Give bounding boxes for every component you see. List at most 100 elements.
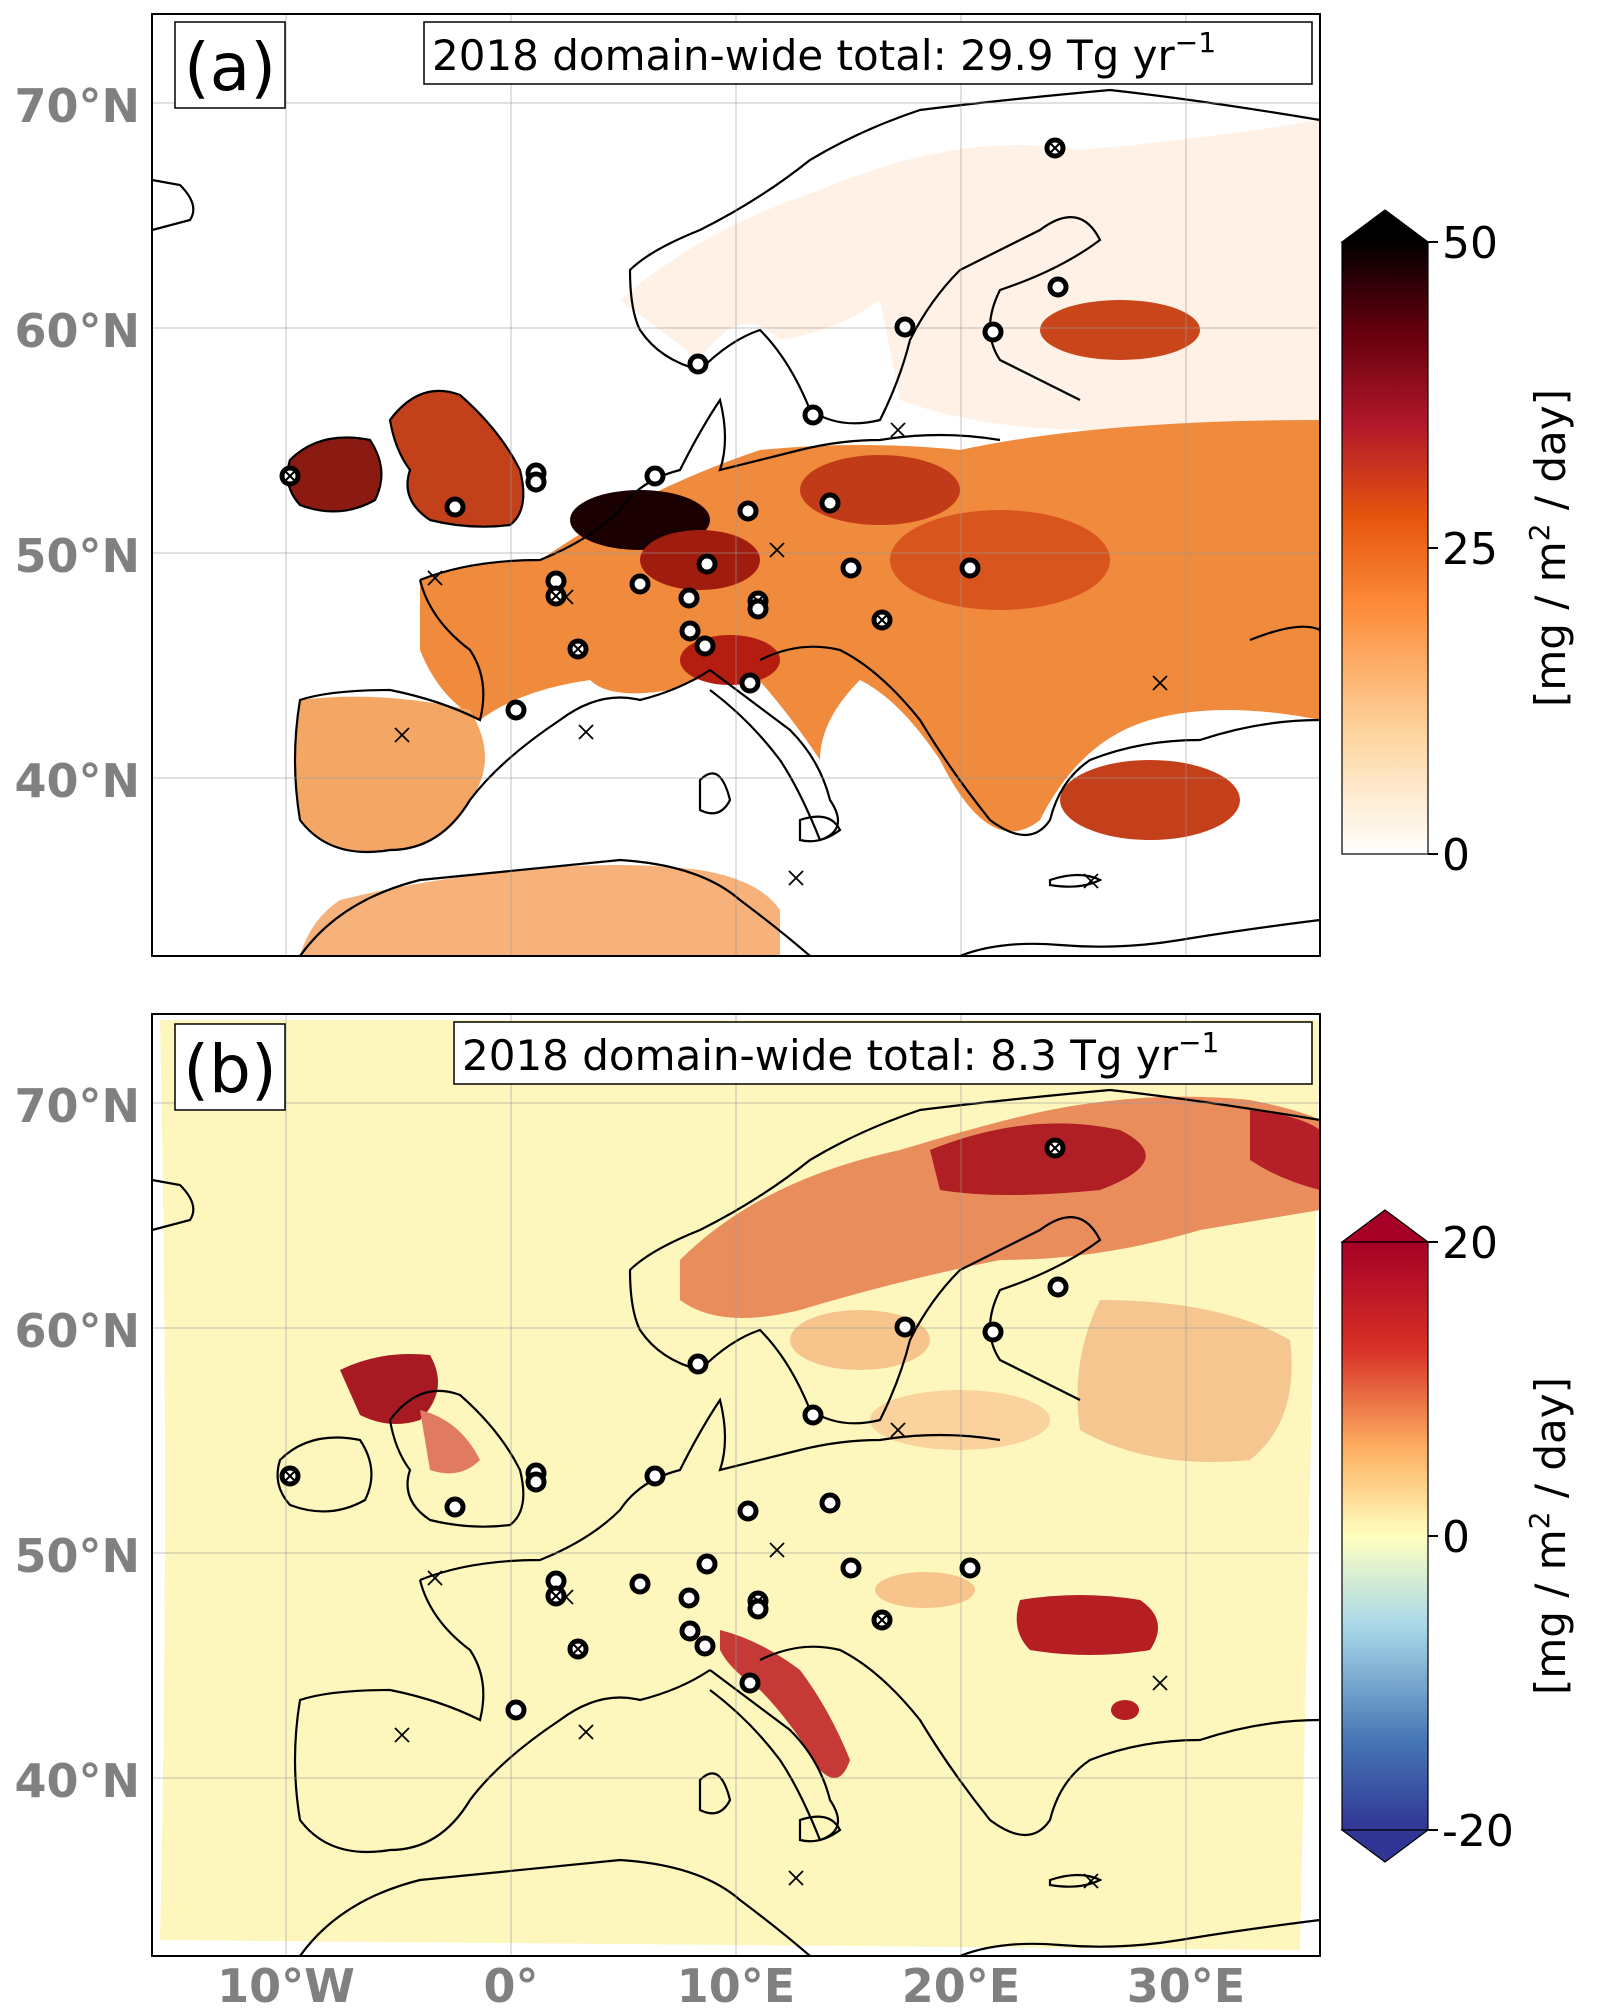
colorbar-a-tick-mid: 25: [1442, 524, 1498, 575]
site-cross: [558, 589, 574, 605]
x-tick-0: 0°: [483, 1959, 538, 2013]
site-cross: [1083, 1873, 1099, 1889]
site-cross: [394, 1727, 410, 1743]
station-marker: [525, 1471, 547, 1493]
station-marker: [505, 1699, 527, 1721]
panel-a-letter: (a): [184, 29, 276, 106]
site-cross: [1083, 873, 1099, 889]
station-marker: [819, 492, 841, 514]
station-marker: [687, 353, 709, 375]
station-marker: [739, 1672, 761, 1694]
colorbar-a-tick-min: 0: [1442, 830, 1470, 881]
station-marker: [959, 1557, 981, 1579]
station-marker: [1047, 1276, 1069, 1298]
panel-b: (b) 2018 domain-wide total: 8.3 Tg yr−1 …: [14, 1013, 1575, 2013]
panel-a-title: 2018 domain-wide total: 29.9 Tg yr−1: [432, 26, 1216, 80]
colorbar-a-tick-max: 50: [1442, 218, 1498, 269]
site-cross: [427, 570, 443, 586]
y-axis-b: 70°N 60°N 50°N 40°N: [14, 1079, 140, 1808]
colorbar-b-gradient: [1341, 1241, 1429, 1831]
y-tick-a-60: 60°N: [14, 304, 140, 358]
panel-a: (a) 2018 domain-wide total: 29.9 Tg yr−1…: [14, 13, 1575, 957]
station-marker: [747, 598, 769, 620]
site-cross: [394, 727, 410, 743]
station-marker: [982, 321, 1004, 343]
station-marker: [525, 471, 547, 493]
station-marker: [1047, 276, 1069, 298]
panel-b-title: 2018 domain-wide total: 8.3 Tg yr−1: [462, 1026, 1219, 1080]
site-cross: [578, 724, 594, 740]
station-marker: [678, 587, 700, 609]
y-axis-a: 70°N 60°N 50°N 40°N: [14, 79, 140, 808]
station-marker: [982, 1321, 1004, 1343]
station-cross: [551, 1591, 561, 1601]
station-marker: [696, 553, 718, 575]
map-a-field: [152, 14, 1320, 956]
station-marker: [696, 1553, 718, 1575]
site-cross: [788, 1870, 804, 1886]
station-cross: [877, 615, 887, 625]
station-marker: [444, 496, 466, 518]
station-marker: [894, 1316, 916, 1338]
station-cross: [1050, 1143, 1060, 1153]
site-cross: [769, 1542, 785, 1558]
coastlines-b: [152, 1088, 1320, 1956]
colorbar-a: 50 25 0 [mg / m2 / day]: [1340, 209, 1575, 881]
colorbar-b-tick-max: 20: [1442, 1218, 1498, 1269]
site-cross: [427, 1570, 443, 1586]
x-tick-30e: 30°E: [1127, 1959, 1245, 2013]
station-marker: [629, 1573, 651, 1595]
station-cross: [877, 1615, 887, 1625]
station-marker: [737, 500, 759, 522]
colorbar-b: 20 0 -20 [mg / m2 / day]: [1340, 1209, 1575, 1863]
difference-field-b: [160, 1020, 1320, 1950]
panel-b-letter-box: (b): [174, 1023, 286, 1111]
station-marker: [505, 699, 527, 721]
panel-b-title-box: 2018 domain-wide total: 8.3 Tg yr−1: [453, 1021, 1313, 1085]
station-marker: [802, 1404, 824, 1426]
site-cross: [890, 1422, 906, 1438]
y-tick-b-70: 70°N: [14, 1079, 140, 1133]
panel-a-letter-box: (a): [174, 21, 286, 109]
colorbar-b-tick-min: -20: [1442, 1806, 1514, 1857]
site-cross: [769, 542, 785, 558]
station-marker: [747, 1598, 769, 1620]
site-cross: [558, 1589, 574, 1605]
map-b-field: [152, 1014, 1320, 1956]
station-marker: [644, 465, 666, 487]
y-tick-a-70: 70°N: [14, 79, 140, 133]
site-cross: [1152, 1675, 1168, 1691]
station-marker: [687, 1353, 709, 1375]
y-tick-b-60: 60°N: [14, 1304, 140, 1358]
station-cross: [1050, 143, 1060, 153]
station-marker: [739, 672, 761, 694]
colorbar-a-label: [mg / m2 / day]: [1523, 389, 1575, 707]
x-tick-10w: 10°W: [217, 1959, 355, 2013]
station-marker: [678, 1587, 700, 1609]
colorbar-b-extend-min: [1340, 1829, 1430, 1863]
station-marker: [894, 316, 916, 338]
colorbar-b-label: [mg / m2 / day]: [1523, 1377, 1575, 1695]
station-cross: [573, 1644, 583, 1654]
y-tick-b-50: 50°N: [14, 1529, 140, 1583]
colorbar-a-extend: [1340, 209, 1430, 243]
station-cross: [551, 591, 561, 601]
station-marker: [679, 620, 701, 642]
panel-a-title-box: 2018 domain-wide total: 29.9 Tg yr−1: [423, 21, 1313, 85]
station-cross: [573, 644, 583, 654]
y-tick-b-40: 40°N: [14, 1754, 140, 1808]
x-tick-10e: 10°E: [677, 1959, 795, 2013]
colorbar-b-extend-max: [1340, 1209, 1430, 1243]
stations-a: [279, 137, 1168, 889]
emission-field-a: [287, 120, 1320, 956]
station-marker: [737, 1500, 759, 1522]
station-marker: [679, 1620, 701, 1642]
station-marker: [819, 1492, 841, 1514]
station-marker: [802, 404, 824, 426]
station-marker: [840, 557, 862, 579]
station-marker: [694, 635, 716, 657]
site-cross: [788, 870, 804, 886]
station-marker: [444, 1496, 466, 1518]
colorbar-b-tick-mid: 0: [1442, 1512, 1470, 1563]
